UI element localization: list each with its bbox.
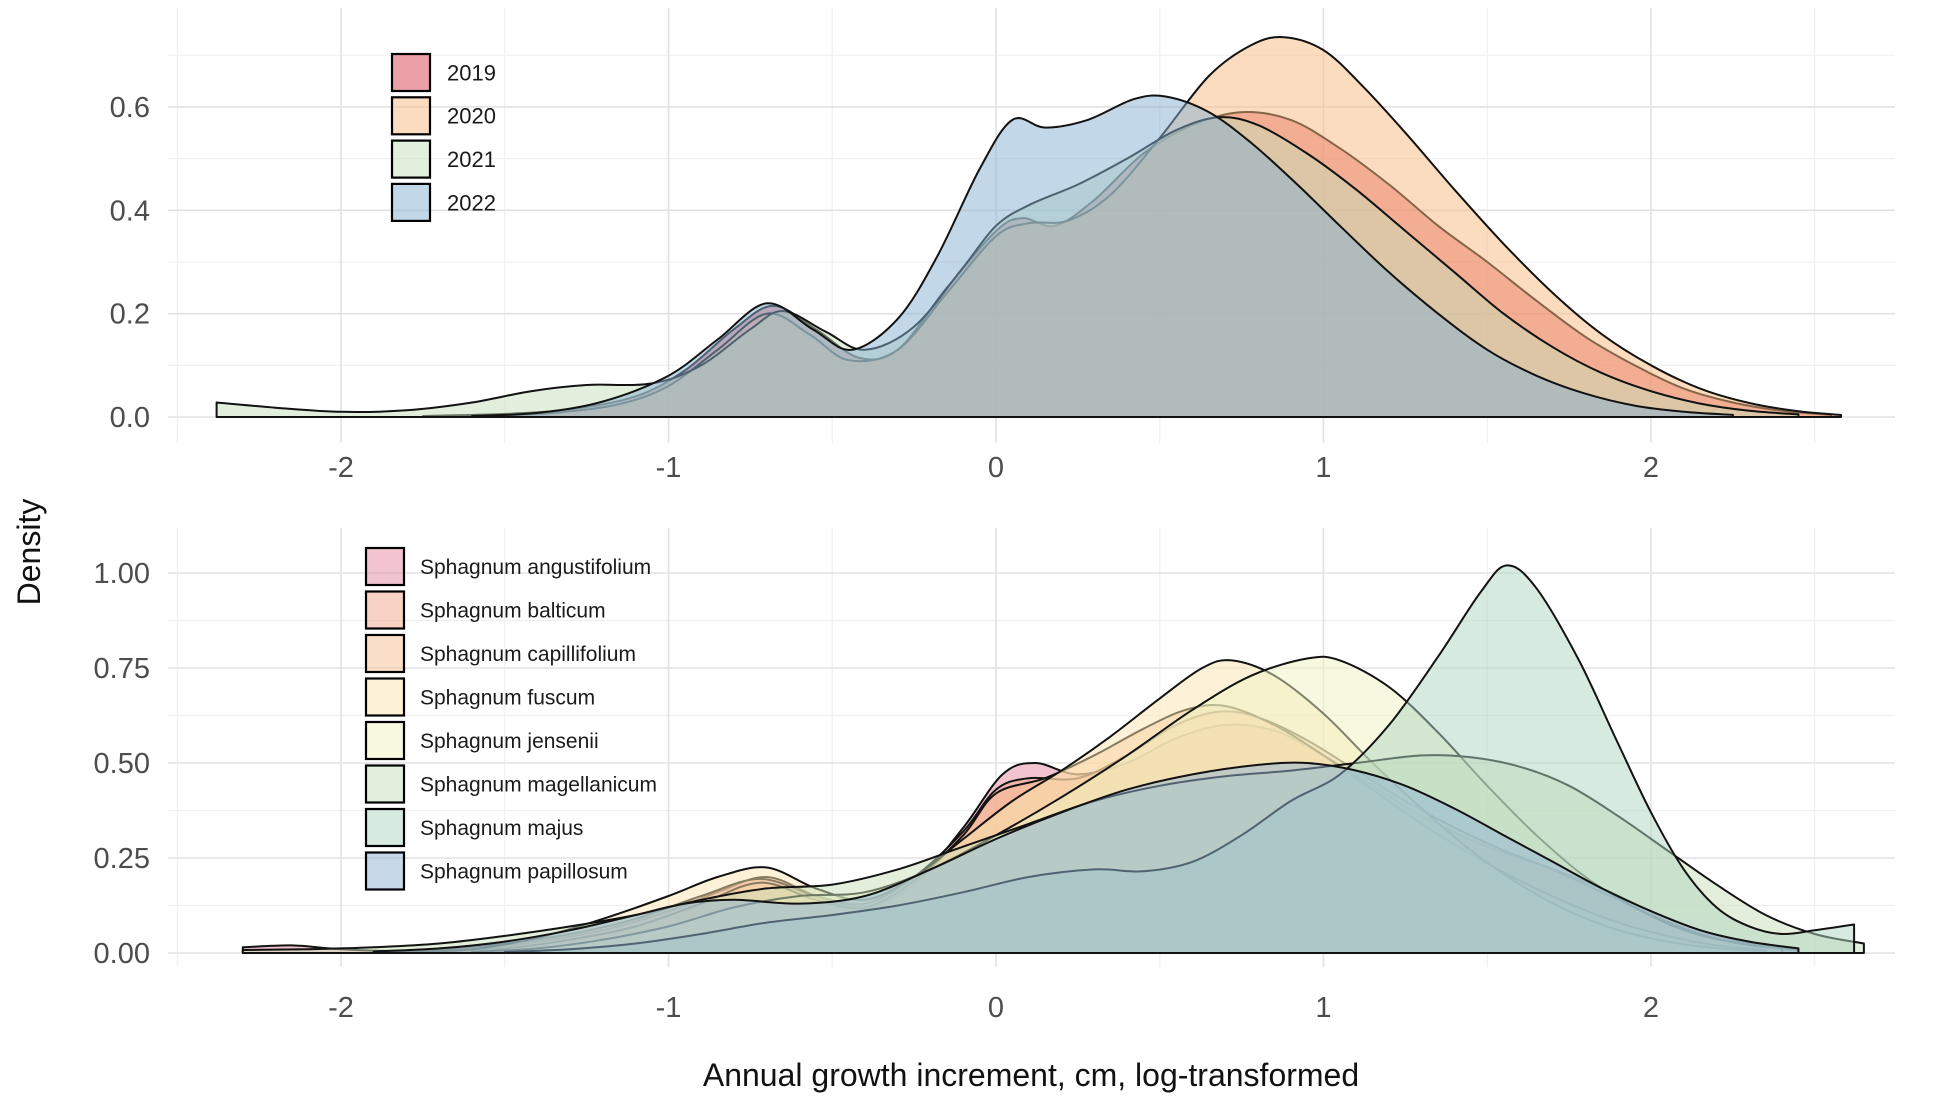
y-tick-label: 0.25 — [94, 843, 150, 875]
x-tick-label: 0 — [988, 992, 1004, 1024]
density-curve-sphagnum-papillosum — [372, 761, 1800, 954]
legend-swatch-sphagnum-jensenii — [364, 720, 406, 761]
legend-swatch-sphagnum-papillosum — [364, 851, 406, 891]
tick-labels: 0.0 0.2 0.4 0.6 -2 -1 0 1 2 — [110, 92, 1659, 484]
y-tick-label: 0.50 — [94, 748, 150, 780]
legend-swatch-2019 — [390, 52, 432, 93]
legend-swatch-sphagnum-majus — [364, 807, 406, 848]
x-tick-label: 2 — [1643, 992, 1659, 1024]
legend-swatch-2021 — [390, 139, 432, 179]
y-tick-label: 1.00 — [94, 558, 150, 590]
x-axis-title: Annual growth increment, cm, log-transfo… — [703, 1057, 1359, 1093]
legend-label: Sphagnum papillosum — [420, 861, 628, 884]
x-tick-label: -2 — [328, 452, 354, 484]
x-tick-label: -1 — [656, 992, 682, 1024]
legend-label: Sphagnum majus — [420, 817, 583, 840]
legend-label: Sphagnum magellanicum — [420, 774, 657, 797]
x-tick-label: 2 — [1643, 452, 1659, 484]
y-tick-label: 0.00 — [94, 938, 150, 970]
legend-label: Sphagnum jensenii — [420, 730, 599, 753]
legend-label: Sphagnum balticum — [420, 600, 606, 623]
legend-swatch-2022 — [390, 182, 432, 222]
y-tick-label: 0.0 — [110, 402, 150, 434]
legend-swatch-2020 — [390, 96, 432, 136]
legend: Sphagnum angustifolium Sphagnum balticum S… — [364, 546, 657, 891]
legend-label: Sphagnum fuscum — [420, 687, 595, 710]
x-tick-label: 1 — [1315, 452, 1331, 484]
legend-label: Sphagnum angustifolium — [420, 556, 651, 579]
legend-swatch-sphagnum-fuscum — [364, 677, 406, 717]
legend-label: 2021 — [447, 147, 496, 172]
y-tick-label: 0.2 — [110, 299, 150, 331]
y-tick-label: 0.6 — [110, 92, 150, 124]
density-curve-2022 — [471, 94, 1734, 418]
legend-label: 2020 — [447, 104, 496, 129]
legend-swatch-sphagnum-capillifolium — [364, 633, 406, 674]
x-tick-label: 1 — [1315, 992, 1331, 1024]
y-tick-label: 0.75 — [94, 653, 150, 685]
legend-swatch-sphagnum-balticum — [364, 590, 406, 630]
legend-label: Sphagnum capillifolium — [420, 643, 636, 666]
x-tick-label: -2 — [328, 992, 354, 1024]
tick-labels: 0.00 0.25 0.50 0.75 1.00 -2 -1 0 1 2 — [94, 558, 1660, 1024]
series-group — [215, 36, 1842, 418]
legend-swatch-sphagnum-magellanicum — [364, 764, 406, 804]
x-tick-label: 0 — [988, 452, 1004, 484]
y-axis-title: Density — [11, 499, 47, 606]
legend-label: 2019 — [447, 60, 496, 85]
legend-label: 2022 — [447, 190, 496, 215]
top-chart: 0.0 0.2 0.4 0.6 -2 -1 0 1 2 2019 2020 2021 2022 — [110, 8, 1895, 484]
x-tick-label: -1 — [656, 452, 682, 484]
y-tick-label: 0.4 — [110, 195, 150, 227]
legend-swatch-sphagnum-angustifolium — [364, 546, 406, 587]
series-group — [241, 564, 1865, 954]
legend: 2019 2020 2021 2022 — [390, 52, 496, 222]
bottom-chart: 0.00 0.25 0.50 0.75 1.00 -2 -1 0 1 2 Sphagnum angu… — [94, 528, 1895, 1024]
